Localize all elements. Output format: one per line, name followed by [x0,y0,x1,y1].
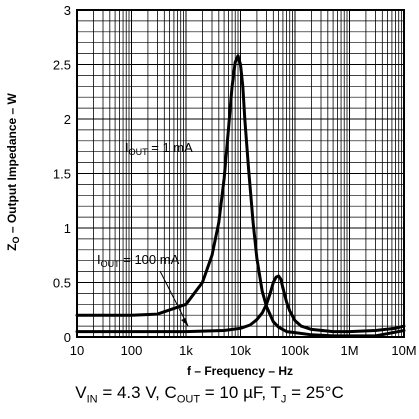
plot-frame [76,9,405,338]
y-tick-label: 1 [64,221,71,236]
x-axis-title: f – Frequency – Hz [187,364,293,378]
y-tick-label: 0.5 [53,276,71,291]
y-axis-title: ZO – Output Impedance – W [5,92,21,250]
x-tick-label: 10M [391,343,416,358]
series-line-0 [75,54,406,338]
tick-labels: 10 100 1k 10k 100k 1M 10M 0 0.5 1 1.5 2 2.5 3 [53,3,417,358]
annotation-arrowhead [181,318,188,326]
x-tick-label: 100k [281,343,310,358]
annotation-arrow [159,270,189,327]
series-group [75,54,406,338]
y-tick-label: 0 [64,330,71,345]
x-tick-label: 10k [230,343,251,358]
series-line-1 [75,274,406,334]
plot-grid [76,10,404,337]
x-tick-label: 1k [179,343,193,358]
y-tick-label: 3 [64,3,71,18]
test-conditions-caption: VIN = 4.3 V, COUT = 10 µF, TJ = 25°C [75,383,344,406]
x-tick-label: 1M [340,343,358,358]
y-tick-label: 2.5 [53,58,71,73]
y-tick-label: 2 [64,112,71,127]
x-tick-label: 100 [121,343,143,358]
annotation-iout-1ma: IOUT = 1 mA [125,140,193,157]
annotation-iout-100ma: IOUT = 100 mA [97,252,180,269]
x-tick-label: 10 [70,343,84,358]
y-tick-label: 1.5 [53,167,71,182]
